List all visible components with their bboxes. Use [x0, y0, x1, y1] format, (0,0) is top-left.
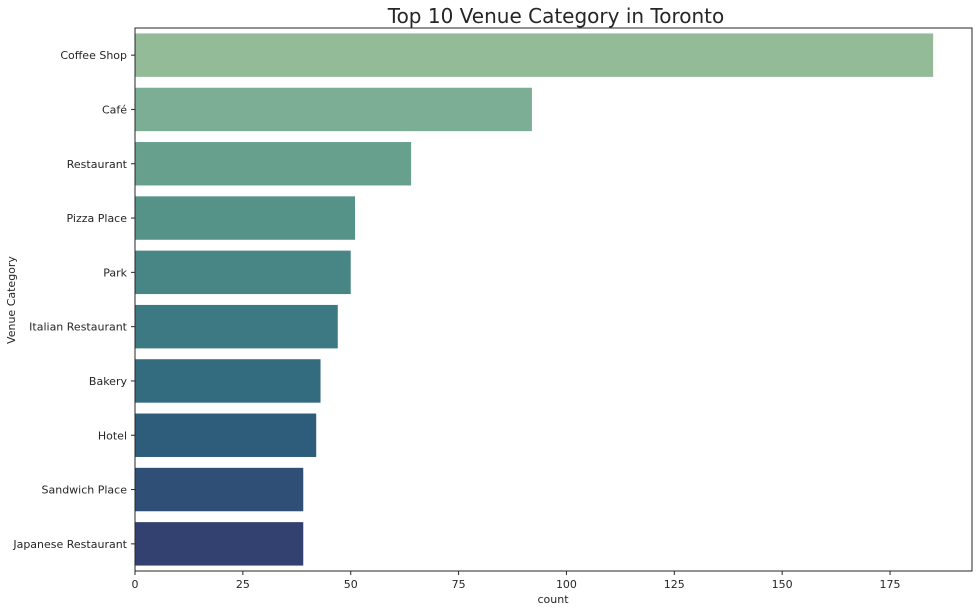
x-tick-label: 50 [344, 578, 358, 591]
y-tick-label: Café [102, 103, 127, 116]
x-ticks: 0 25 50 75 100 125 150 175 [132, 571, 901, 591]
y-tick-label: Hotel [98, 429, 127, 442]
x-tick-label: 0 [132, 578, 139, 591]
x-tick-label: 175 [880, 578, 901, 591]
bar [135, 33, 934, 77]
chart-title: Top 10 Venue Category in Toronto [387, 4, 725, 28]
x-tick-label: 75 [452, 578, 466, 591]
bar [135, 250, 351, 295]
x-tick-label: 125 [664, 578, 685, 591]
bar [135, 467, 304, 512]
y-tick-label: Park [103, 266, 127, 279]
bar [135, 196, 356, 240]
bar [135, 142, 412, 186]
x-tick-label: 100 [556, 578, 577, 591]
bar [135, 304, 338, 349]
y-tick-label: Japanese Restaurant [12, 538, 127, 551]
x-axis-label: count [537, 593, 569, 606]
y-tick-label: Pizza Place [67, 212, 128, 225]
bar [135, 359, 321, 403]
y-tick-label: Bakery [89, 375, 128, 388]
y-tick-label: Coffee Shop [60, 49, 127, 62]
bar [135, 87, 532, 132]
bar [135, 522, 304, 566]
x-tick-label: 150 [772, 578, 793, 591]
x-tick-label: 25 [236, 578, 250, 591]
y-tick-label: Italian Restaurant [29, 321, 128, 334]
y-tick-labels: Coffee Shop Café Restaurant Pizza Place Park… [12, 49, 135, 551]
plot-frame [134, 27, 973, 572]
y-axis-label: Venue Category [5, 256, 18, 344]
y-tick-label: Restaurant [67, 158, 128, 171]
bar [135, 413, 317, 457]
y-tick-label: Sandwich Place [42, 484, 128, 497]
bars-group [135, 33, 934, 566]
